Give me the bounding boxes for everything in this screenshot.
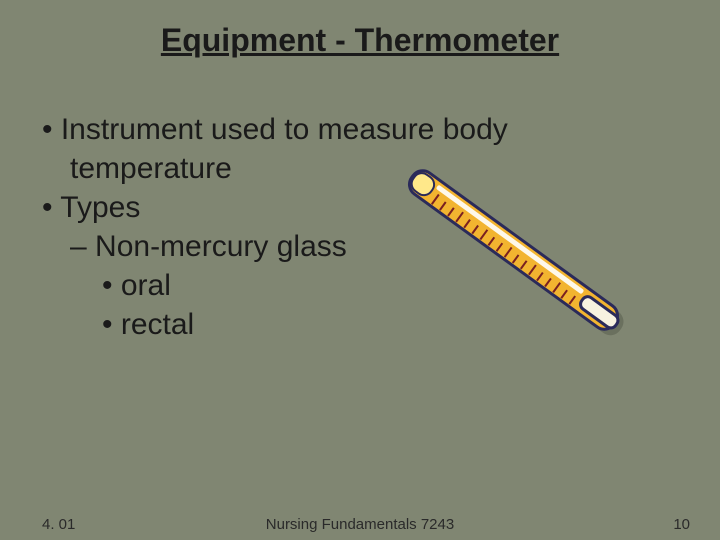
footer-course-title: Nursing Fundamentals 7243	[0, 516, 720, 533]
slide-title: Equipment - Thermometer	[0, 0, 720, 59]
thermometer-illustration	[390, 160, 690, 420]
bullet-item: Instrument used to measure body	[42, 110, 508, 149]
footer-page-number: 10	[673, 516, 690, 533]
